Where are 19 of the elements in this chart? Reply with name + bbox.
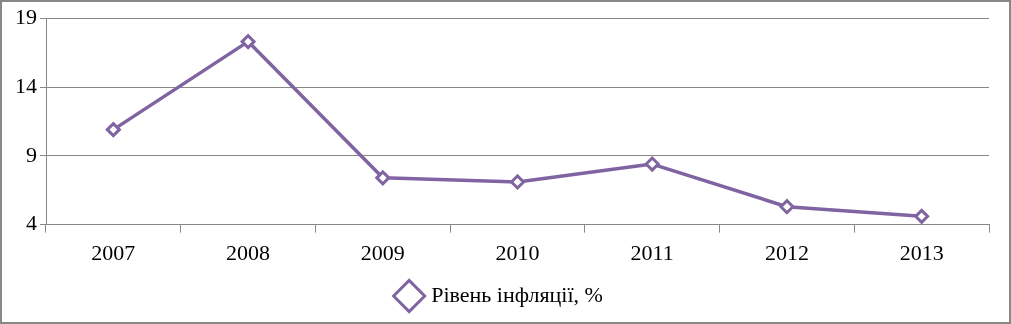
x-tick-label: 2007: [91, 239, 136, 265]
x-tick-label: 2013: [899, 239, 944, 265]
y-tick-label: 14: [15, 72, 37, 98]
x-tick-label: 2011: [630, 239, 674, 265]
point: [105, 122, 121, 138]
x-tick-label: 2008: [226, 239, 271, 265]
point: [644, 156, 660, 172]
x-tick-label: 2010: [495, 239, 540, 265]
point: [914, 208, 930, 224]
y-tick-label: 19: [15, 3, 37, 29]
y-tick-label: 4: [26, 210, 37, 236]
y-tick-label: 9: [26, 141, 37, 167]
x-tick-label: 2012: [764, 239, 809, 265]
point: [240, 34, 256, 50]
point: [510, 174, 525, 190]
point: [375, 170, 391, 186]
legend-label: Рівень інфляції, %: [431, 281, 603, 307]
x-tick-label: 2009: [360, 239, 405, 265]
point: [779, 199, 795, 215]
